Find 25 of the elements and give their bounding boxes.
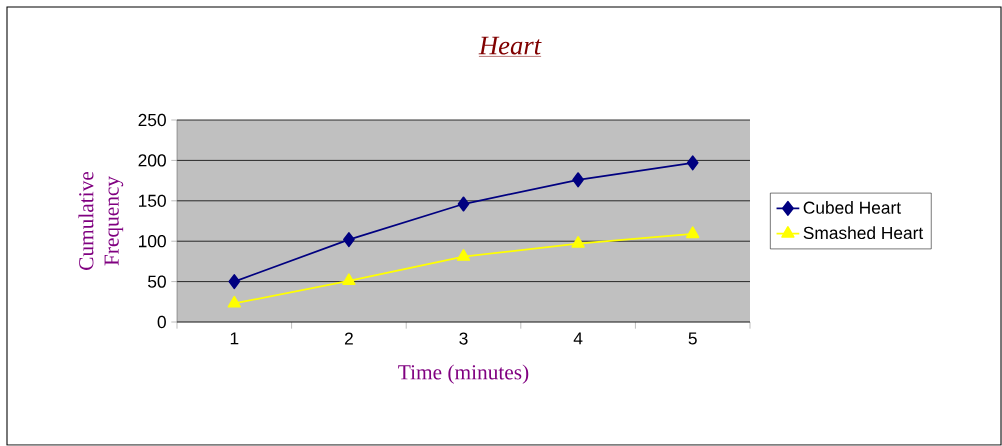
y-tick-label: 50 [148, 275, 166, 288]
y-tick-label: 150 [139, 194, 166, 207]
y-tick-label: 100 [139, 235, 166, 248]
x-tick-label: 1 [230, 332, 239, 345]
point [457, 196, 470, 212]
legend-label: Smashed Heart [803, 226, 924, 240]
point [572, 172, 584, 188]
point [686, 226, 700, 239]
point [571, 236, 585, 248]
point [227, 295, 241, 308]
x-tick-label: 3 [459, 332, 468, 345]
x-tick-label: 2 [344, 332, 353, 345]
point [686, 155, 699, 171]
point [456, 249, 471, 261]
y-tick-label: 250 [138, 113, 166, 127]
y-tick-label: 200 [138, 154, 166, 167]
y-tick-label: 0 [157, 315, 166, 329]
legend-label: Cubed Heart [803, 201, 901, 214]
x-tick-label: 5 [688, 332, 697, 345]
x-axis-title: Time (minutes) [398, 364, 529, 384]
chart-title: Heart [478, 36, 542, 55]
point [343, 232, 355, 248]
point [342, 273, 356, 285]
x-tick-label: 4 [573, 332, 583, 345]
y-axis-title: Cumulative Frequency [78, 171, 124, 270]
